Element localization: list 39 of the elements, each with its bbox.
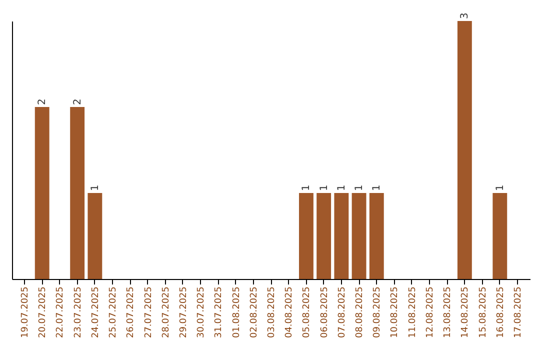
x-tick-label: 02.08.2025 <box>249 286 260 338</box>
x-tick-label: 06.08.2025 <box>320 286 330 338</box>
data-label: 1 <box>301 184 312 191</box>
x-tick-label: 03.08.2025 <box>267 286 277 338</box>
x-tick-label: 27.07.2025 <box>144 286 154 338</box>
x-tick-label: 15.08.2025 <box>478 286 488 338</box>
x-tick-label: 22.07.2025 <box>56 286 66 338</box>
x-tick-label: 19.07.2025 <box>20 286 30 338</box>
data-label: 2 <box>37 98 48 105</box>
x-tick-label: 07.08.2025 <box>337 286 348 338</box>
x-tick-label: 08.08.2025 <box>355 286 366 338</box>
x-tick-label: 01.08.2025 <box>232 286 242 338</box>
data-label: 2 <box>72 98 84 105</box>
x-tick-label: 16.08.2025 <box>496 286 506 338</box>
x-tick-label: 13.08.2025 <box>443 286 454 338</box>
x-tick-label: 05.08.2025 <box>302 286 312 338</box>
x-tick-label: 23.07.2025 <box>73 286 84 338</box>
x-tick-label: 12.08.2025 <box>425 286 436 338</box>
data-label: 1 <box>318 184 330 191</box>
x-tick-label: 09.08.2025 <box>372 286 383 338</box>
data-label: 1 <box>336 184 348 191</box>
x-tick-label: 14.08.2025 <box>460 286 471 338</box>
x-tick-label: 30.07.2025 <box>196 286 207 338</box>
x-tick-label: 11.08.2025 <box>408 286 418 338</box>
x-tick-label: 29.07.2025 <box>178 286 189 338</box>
x-tick-label: 10.08.2025 <box>390 286 400 338</box>
x-tick-label: 28.07.2025 <box>161 286 172 338</box>
x-tick-label: 17.08.2025 <box>514 286 524 338</box>
data-label: 1 <box>90 184 101 191</box>
data-label: 3 <box>460 12 471 19</box>
x-tick-label: 04.08.2025 <box>284 286 295 338</box>
x-tick-label: 20.07.2025 <box>38 286 48 338</box>
data-label: 1 <box>354 184 366 191</box>
data-label: 1 <box>494 184 506 191</box>
x-tick-label: 24.07.2025 <box>90 286 101 338</box>
x-tick-label: 25.07.2025 <box>108 286 119 338</box>
x-tick-label: 26.07.2025 <box>126 286 136 338</box>
data-label: 1 <box>372 184 383 191</box>
x-tick-label: 31.07.2025 <box>214 286 224 338</box>
